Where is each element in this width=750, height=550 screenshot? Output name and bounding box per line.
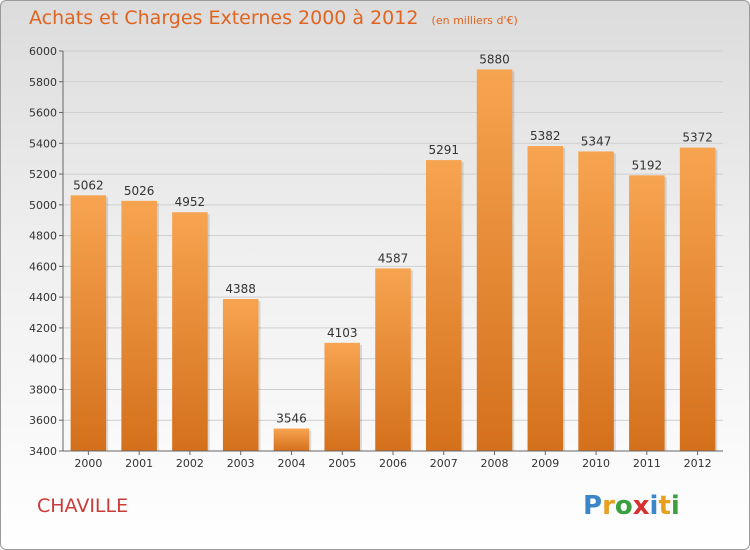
chart-unit-note: (en milliers d'€) xyxy=(431,14,518,27)
bar-2008[interactable] xyxy=(476,69,513,451)
city-name: CHAVILLE xyxy=(37,495,129,517)
y-tick-label: 5200 xyxy=(29,168,57,181)
data-label: 5880 xyxy=(479,52,510,66)
y-tick-label: 5400 xyxy=(29,137,57,150)
y-tick-label: 5000 xyxy=(29,199,57,212)
x-tick-label: 2000 xyxy=(74,457,102,470)
x-tick-label: 2006 xyxy=(379,457,407,470)
logo-letter: o xyxy=(614,491,633,521)
logo-letter: r xyxy=(602,491,615,521)
y-tick-label: 5800 xyxy=(29,76,57,89)
data-label: 5026 xyxy=(124,184,155,198)
data-label: 5372 xyxy=(682,131,713,145)
x-tick-label: 2004 xyxy=(277,457,305,470)
bar-2002[interactable] xyxy=(172,212,208,451)
bar-2003[interactable] xyxy=(222,299,259,451)
bar-2012[interactable] xyxy=(679,147,716,451)
x-tick-label: 2003 xyxy=(227,457,255,470)
bar-2009[interactable] xyxy=(527,146,564,452)
y-tick-label: 4000 xyxy=(29,353,57,366)
bar-2004[interactable] xyxy=(273,428,310,451)
x-tick-label: 2008 xyxy=(481,457,509,470)
label-layer: 5062 5026 4952 4388 3546 4103 4587 5291 5880 5382… xyxy=(73,52,713,425)
x-tick-label: 2002 xyxy=(176,457,204,470)
bar-2010[interactable] xyxy=(578,151,614,451)
y-tick-label: 3600 xyxy=(29,414,57,427)
bar-2007[interactable] xyxy=(426,160,462,452)
y-tick-label: 3400 xyxy=(29,445,57,458)
x-tick-label: 2010 xyxy=(582,457,610,470)
bar-layer xyxy=(70,69,718,452)
title-row: Achats et Charges Externes 2000 à 2012 (… xyxy=(29,7,518,29)
x-tick-label: 2005 xyxy=(328,457,356,470)
y-tick-label: 4400 xyxy=(29,291,57,304)
data-label: 5062 xyxy=(73,178,104,192)
y-tick-label: 5600 xyxy=(29,107,57,120)
data-label: 5382 xyxy=(530,129,561,143)
y-tick-label: 4200 xyxy=(29,322,57,335)
logo-letter: i xyxy=(670,491,680,521)
data-label: 4952 xyxy=(175,195,206,209)
y-tick-label: 4600 xyxy=(29,260,57,273)
bar-2000[interactable] xyxy=(70,195,107,451)
x-tick-label: 2009 xyxy=(531,457,559,470)
logo-letter: P xyxy=(583,491,603,521)
data-label: 5291 xyxy=(428,143,459,157)
proxiti-logo[interactable]: Proxiti xyxy=(583,491,680,521)
x-tick-label: 2011 xyxy=(633,457,661,470)
axis-layer: 3400 3600 3800 4000 4200 4400 4600 4800 5000 5200… xyxy=(29,45,723,470)
data-label: 4103 xyxy=(327,326,358,340)
y-tick-label: 3800 xyxy=(29,383,57,396)
bar-2005[interactable] xyxy=(324,342,360,451)
y-tick-label: 4800 xyxy=(29,230,57,243)
bar-2006[interactable] xyxy=(375,268,411,451)
y-tick-label: 6000 xyxy=(29,45,57,58)
data-label: 5347 xyxy=(581,134,612,148)
bar-2001[interactable] xyxy=(121,200,157,451)
logo-letter: t xyxy=(658,491,671,521)
logo-letter: x xyxy=(632,491,650,521)
data-label: 3546 xyxy=(276,412,307,426)
x-tick-label: 2001 xyxy=(125,457,153,470)
bar-2011[interactable] xyxy=(629,175,665,452)
chart-title: Achats et Charges Externes 2000 à 2012 xyxy=(29,7,419,29)
x-tick-label: 2007 xyxy=(430,457,458,470)
data-label: 5192 xyxy=(632,158,663,172)
data-label: 4587 xyxy=(378,251,409,265)
logo-letter: i xyxy=(649,491,659,521)
data-label: 4388 xyxy=(225,282,256,296)
x-tick-label: 2012 xyxy=(684,457,712,470)
